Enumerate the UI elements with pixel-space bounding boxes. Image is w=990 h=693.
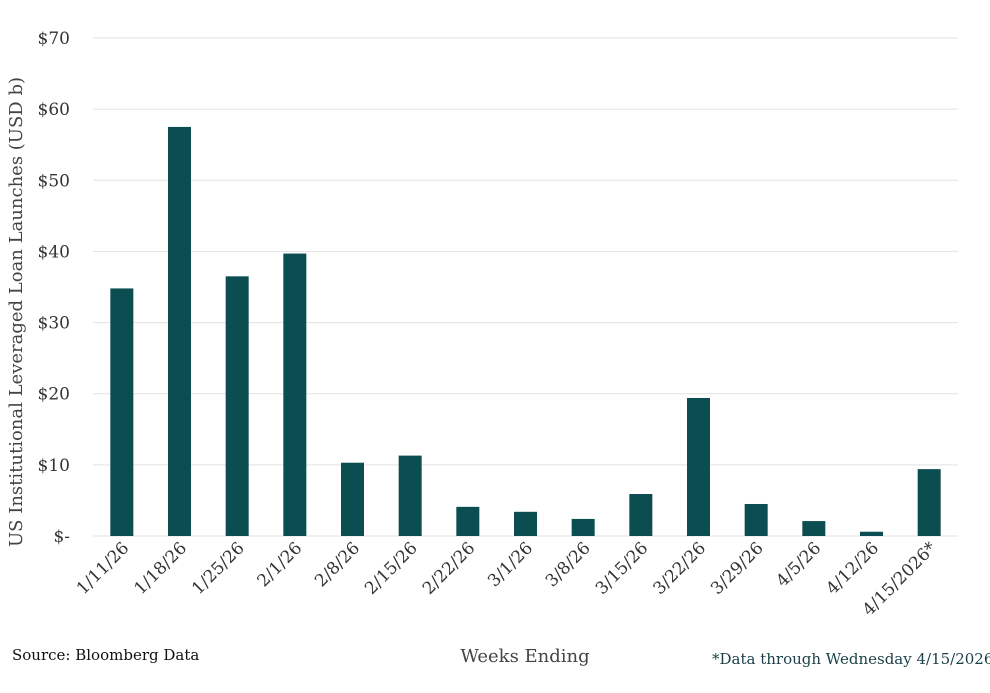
bar: [341, 462, 364, 536]
bar: [514, 511, 537, 536]
bars: [110, 126, 941, 536]
x-tick-label: 1/18/26: [131, 538, 191, 598]
source-note: Source: Bloomberg Data: [12, 646, 200, 664]
gridlines: [93, 37, 958, 537]
y-axis-ticks: $- $10 $20 $30 $40 $50 $60 $70: [38, 29, 70, 547]
y-tick-label: $50: [38, 171, 70, 191]
y-tick-label: $-: [53, 527, 70, 547]
x-tick-label: 4/5/26: [773, 538, 826, 591]
x-axis-ticks: 1/11/261/18/261/25/26 2/1/26 2/8/262/15/26…: [73, 538, 941, 620]
bar: [629, 494, 653, 536]
x-tick-label: 2/15/26: [361, 538, 421, 598]
bar: [917, 469, 941, 536]
y-tick-label: $10: [38, 456, 70, 476]
bar: [283, 253, 307, 536]
x-tick-label: 1/11/26: [73, 538, 133, 598]
bar: [168, 126, 191, 536]
y-tick-label: $70: [38, 29, 70, 49]
y-tick-label: $40: [38, 242, 70, 262]
x-axis-title: Weeks Ending: [460, 646, 589, 667]
bar: [225, 276, 249, 536]
bar: [687, 397, 710, 536]
bar: [744, 503, 768, 536]
x-tick-label: 1/25/26: [188, 538, 248, 598]
bar: [110, 288, 134, 536]
y-tick-label: $60: [38, 100, 70, 120]
x-tick-label: 3/8/26: [542, 538, 595, 591]
x-tick-label: 2/22/26: [419, 538, 479, 598]
y-tick-label: $20: [38, 385, 70, 405]
x-tick-label: 3/15/26: [592, 538, 652, 598]
bar: [398, 455, 422, 536]
y-tick-label: $30: [38, 314, 70, 334]
x-tick-label: 3/22/26: [650, 538, 710, 598]
bar: [571, 518, 595, 536]
x-tick-label: 3/29/26: [707, 538, 767, 598]
x-tick-label: 3/1/26: [484, 538, 537, 591]
bar: [860, 531, 883, 536]
y-axis-title: US Institutional Leveraged Loan Launches…: [6, 77, 27, 547]
footnote: *Data through Wednesday 4/15/2026: [712, 650, 990, 668]
bar: [802, 521, 826, 536]
x-tick-label: 2/8/26: [311, 538, 364, 591]
bar: [456, 506, 480, 536]
x-tick-label: 2/1/26: [254, 538, 307, 591]
